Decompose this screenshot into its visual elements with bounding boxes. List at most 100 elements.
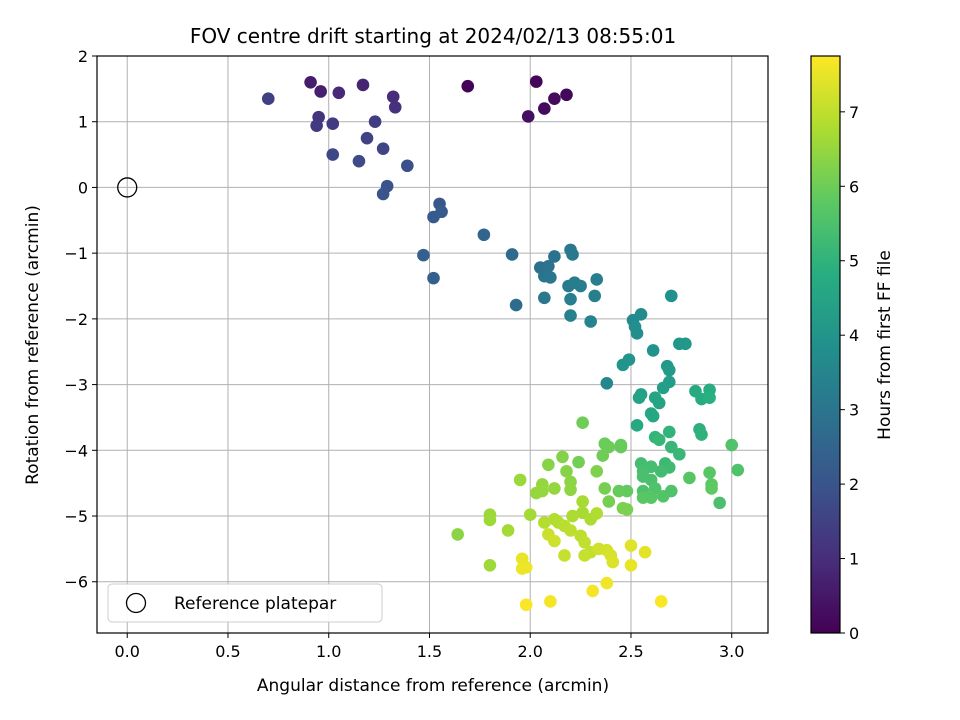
data-point	[606, 555, 620, 569]
colorbar-tick-label: 0	[849, 624, 859, 643]
data-point	[705, 482, 718, 495]
data-point	[638, 545, 652, 559]
data-point	[586, 584, 599, 598]
data-point	[376, 142, 390, 155]
data-point	[634, 307, 648, 321]
data-point	[326, 148, 340, 161]
data-point	[572, 455, 585, 469]
x-tick-label: 0.0	[114, 642, 139, 661]
data-point	[558, 549, 571, 562]
y-tick-label: −2	[64, 310, 88, 329]
data-point	[576, 495, 589, 508]
data-point	[356, 78, 370, 92]
data-point	[654, 595, 668, 608]
legend-entry-reference: Reference platepar	[174, 594, 336, 614]
data-point	[683, 471, 696, 485]
data-point	[628, 320, 642, 334]
data-point	[427, 271, 440, 285]
data-point	[590, 465, 604, 478]
data-point	[461, 79, 475, 93]
data-point	[529, 75, 543, 88]
data-point	[386, 90, 400, 104]
data-point	[483, 559, 497, 572]
data-point	[652, 433, 666, 447]
data-point	[646, 344, 660, 357]
data-point	[435, 205, 448, 219]
x-axis-label: Angular distance from reference (arcmin)	[257, 676, 609, 696]
data-point	[656, 490, 670, 503]
data-point	[576, 416, 589, 430]
data-point	[564, 292, 577, 306]
data-point	[731, 463, 745, 477]
data-point	[501, 524, 515, 537]
data-point	[451, 528, 464, 541]
data-point	[542, 458, 555, 472]
data-point	[542, 259, 555, 273]
x-tick-label: 0.5	[215, 642, 240, 661]
data-point	[505, 248, 519, 261]
data-point	[656, 381, 670, 395]
data-point	[646, 409, 660, 423]
data-point	[548, 250, 561, 263]
legend-reference-marker	[125, 592, 147, 614]
data-point	[523, 508, 537, 522]
x-tick-label: 2.0	[518, 642, 543, 661]
data-point	[600, 576, 614, 590]
data-point	[521, 110, 535, 123]
data-point	[560, 88, 573, 102]
y-tick-label: −4	[64, 441, 88, 460]
colorbar-label: Hours from first FF file	[875, 250, 895, 440]
data-point	[695, 428, 708, 441]
colorbar-frame	[810, 55, 841, 634]
legend: Reference platepar	[107, 583, 383, 623]
data-point	[515, 562, 529, 575]
data-point	[578, 536, 591, 549]
plot-frame	[96, 55, 769, 634]
data-point	[564, 524, 577, 537]
data-point	[584, 315, 597, 328]
x-tick-label: 1.0	[316, 642, 341, 661]
y-tick-label: −1	[64, 244, 88, 263]
data-point	[376, 187, 390, 201]
data-point	[332, 86, 346, 100]
data-point	[564, 309, 577, 322]
data-point	[477, 228, 491, 242]
x-tick-label: 1.5	[417, 642, 442, 661]
colorbar-tick-label: 6	[849, 177, 859, 196]
data-point	[548, 482, 561, 495]
data-point	[513, 473, 527, 487]
data-point	[664, 289, 678, 303]
data-point	[564, 483, 577, 497]
x-tick-label: 3.0	[719, 642, 744, 661]
data-point	[614, 440, 628, 454]
y-tick-label: −3	[64, 376, 88, 395]
data-point	[314, 85, 327, 98]
data-point	[538, 291, 551, 305]
data-point	[602, 495, 616, 508]
colorbar-gradient	[811, 56, 840, 633]
data-point	[368, 115, 382, 129]
y-tick-label: 1	[78, 113, 88, 132]
data-point	[725, 438, 739, 452]
y-axis-label: Rotation from reference (arcmin)	[23, 205, 43, 485]
data-point	[388, 100, 402, 114]
data-point	[598, 482, 612, 495]
x-tick-label: 2.5	[618, 642, 643, 661]
colorbar-tick-label: 1	[849, 550, 859, 569]
data-point	[566, 509, 579, 523]
data-point	[544, 271, 557, 284]
data-point	[654, 465, 668, 478]
data-point	[401, 159, 414, 173]
data-point	[560, 465, 573, 478]
data-point	[544, 595, 557, 608]
colorbar-tick-label: 4	[849, 326, 859, 345]
data-point	[596, 449, 610, 462]
data-point	[636, 491, 650, 504]
data-point	[304, 75, 317, 89]
y-tick-label: −6	[64, 573, 88, 592]
data-points	[117, 75, 745, 612]
data-point	[529, 486, 543, 500]
colorbar-ticks: 0 1 2 3 4 5 6 7	[840, 103, 859, 643]
data-point	[632, 391, 646, 405]
